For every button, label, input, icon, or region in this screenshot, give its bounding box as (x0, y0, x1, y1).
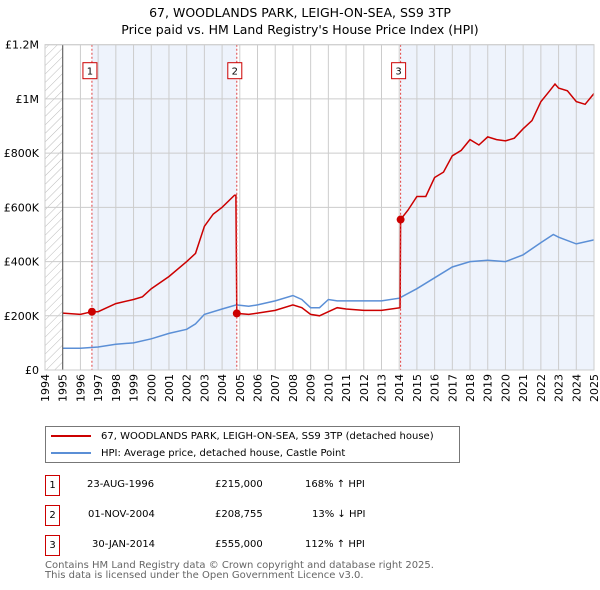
sale-date: 30-JAN-2014 (92, 539, 156, 550)
sale-row: 1 23-AUG-1996 £215,000 168% ↑ HPI (45, 475, 465, 496)
sale-point (87, 307, 96, 316)
sale-marker-label: 1 (45, 475, 60, 496)
sale-marker-number: 2 (232, 67, 238, 78)
x-tick-label: 2021 (517, 374, 530, 402)
x-tick-label: 2023 (553, 374, 566, 402)
plot-border (44, 44, 595, 371)
sale-marker-label: 3 (45, 535, 60, 556)
sale-marker-number: 3 (395, 67, 401, 78)
sale-marker-box (82, 62, 98, 80)
y-tick-label: £1.2M (5, 39, 39, 52)
x-tick-label: 2024 (570, 374, 583, 402)
sale-row: 3 30-JAN-2014 £555,000 112% ↑ HPI (45, 535, 465, 556)
sale-price: £555,000 (215, 539, 263, 550)
footer: Contains HM Land Registry data © Crown c… (45, 561, 434, 581)
title-line-1: 67, WOODLANDS PARK, LEIGH-ON-SEA, SS9 3T… (149, 5, 451, 20)
x-tick-label: 2015 (411, 374, 424, 402)
chart-title: 67, WOODLANDS PARK, LEIGH-ON-SEA, SS9 3T… (0, 4, 600, 38)
x-tick-label: 2014 (393, 374, 406, 402)
sale-hpi-diff: 168% ↑ HPI (305, 479, 365, 490)
sale-hpi-diff: 13% ↓ HPI (312, 509, 366, 520)
x-tick-label: 2013 (375, 374, 388, 402)
x-tick-label: 2010 (322, 374, 335, 402)
x-tick-label: 2025 (588, 374, 600, 402)
sale-marker-box (391, 62, 407, 80)
sale-marker-number: 1 (87, 67, 93, 78)
x-tick-label: 2022 (535, 374, 548, 402)
y-tick-label: £0 (25, 364, 39, 377)
x-tick-label: 2002 (181, 374, 194, 402)
x-tick-label: 1995 (57, 374, 70, 402)
x-tick-label: 2016 (429, 374, 442, 402)
sale-point (396, 215, 405, 224)
sale-point (232, 309, 241, 318)
x-tick-label: 2011 (340, 374, 353, 402)
y-tick-label: £800K (4, 147, 40, 160)
x-tick-label: 2000 (145, 374, 158, 402)
sale-marker-box (227, 62, 243, 80)
sale-date: 23-AUG-1996 (87, 479, 155, 490)
legend-swatch-property (51, 435, 91, 437)
x-tick-label: 1997 (92, 374, 105, 402)
sale-price: £208,755 (215, 509, 263, 520)
x-tick-label: 1996 (74, 374, 87, 402)
y-tick-label: £400K (4, 256, 40, 269)
title-line-2: Price paid vs. HM Land Registry's House … (121, 22, 479, 37)
x-tick-label: 2001 (163, 374, 176, 402)
x-tick-label: 2012 (358, 374, 371, 402)
legend-swatch-hpi (51, 452, 91, 454)
y-tick-label: £600K (4, 201, 40, 214)
x-tick-label: 1994 (39, 374, 52, 402)
legend-item-property: 67, WOODLANDS PARK, LEIGH-ON-SEA, SS9 3T… (46, 428, 434, 444)
y-tick-label: £200K (4, 310, 40, 323)
legend-label: 67, WOODLANDS PARK, LEIGH-ON-SEA, SS9 3T… (101, 430, 434, 442)
x-tick-label: 2017 (446, 374, 459, 402)
x-tick-label: 2018 (464, 374, 477, 402)
x-tick-label: 2003 (198, 374, 211, 402)
legend: 67, WOODLANDS PARK, LEIGH-ON-SEA, SS9 3T… (45, 426, 460, 463)
hpi-line (62, 233, 595, 350)
footer-copyright: Contains HM Land Registry data © Crown c… (45, 560, 434, 571)
x-tick-label: 2004 (216, 374, 229, 402)
sale-marker-label: 2 (45, 505, 60, 526)
x-tick-label: 2019 (482, 374, 495, 402)
footer-licence: This data is licensed under the Open Gov… (45, 570, 364, 581)
x-tick-label: 2005 (234, 374, 247, 402)
price-chart: 1 2 3 1994 1995 1996 1997 1998 1999 2000 2001 2002 2… (4, 39, 600, 402)
sale-hpi-diff: 112% ↑ HPI (305, 539, 365, 550)
x-tick-label: 2009 (305, 374, 318, 402)
sale-price: £215,000 (215, 479, 263, 490)
sale-date: 01-NOV-2004 (88, 509, 155, 520)
legend-item-hpi: HPI: Average price, detached house, Cast… (46, 445, 345, 461)
x-tick-label: 1998 (110, 374, 123, 402)
x-tick-label: 2008 (287, 374, 300, 402)
x-tick-label: 2020 (499, 374, 512, 402)
sale-row: 2 01-NOV-2004 £208,755 13% ↓ HPI (45, 505, 465, 526)
x-tick-label: 2006 (252, 374, 265, 402)
x-tick-label: 1999 (128, 374, 141, 402)
legend-label: HPI: Average price, detached house, Cast… (101, 447, 346, 459)
y-tick-label: £1M (16, 93, 40, 106)
property-price-line (62, 82, 595, 317)
x-tick-label: 2007 (269, 374, 282, 402)
